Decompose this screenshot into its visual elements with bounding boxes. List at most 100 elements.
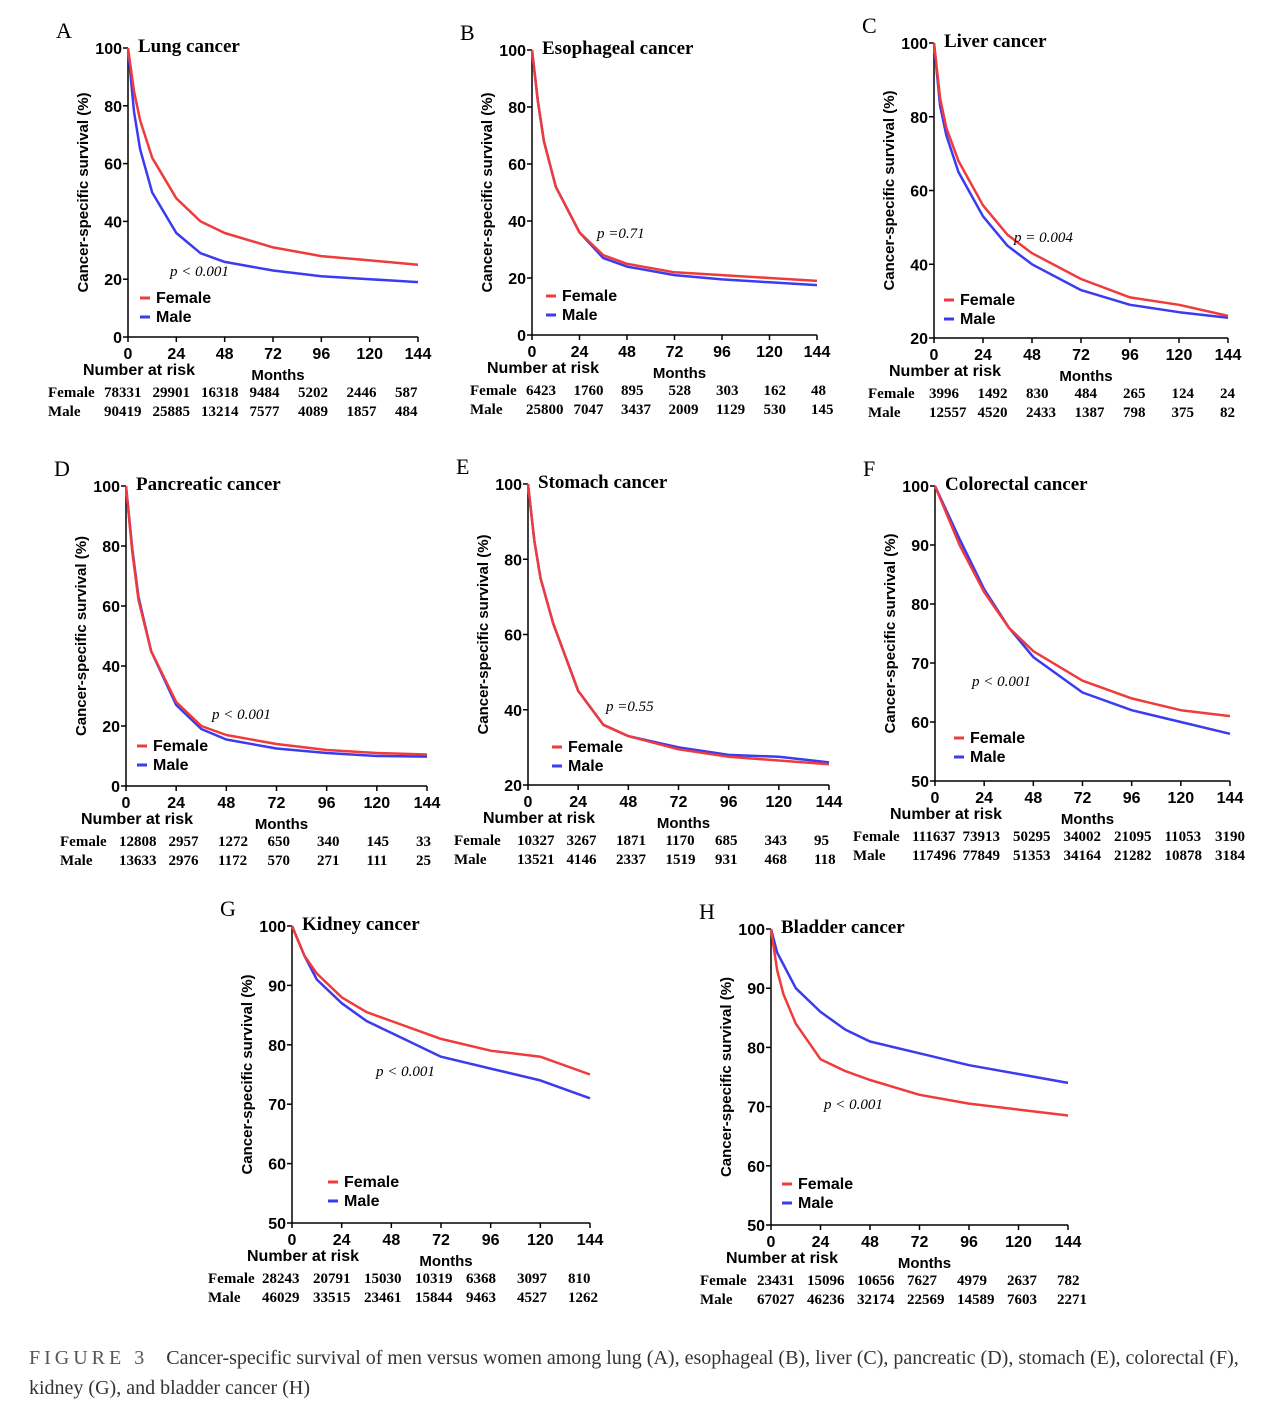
y-tick-label: 80	[268, 1038, 286, 1055]
risk-value: 1170	[666, 833, 695, 849]
legend-item-male: Male	[328, 1193, 380, 1210]
series-line-female	[769, 928, 1069, 1117]
y-tick-label: 80	[911, 597, 929, 614]
x-tick-label: 96	[312, 346, 330, 363]
p-value-annotation: p =0.55	[605, 699, 654, 715]
risk-value: 29901	[153, 385, 191, 401]
y-tick-label: 60	[508, 157, 526, 174]
x-tick-label: 96	[318, 795, 336, 812]
risk-value: 1492	[978, 386, 1008, 402]
risk-value: 118	[814, 852, 836, 868]
caption-text: Cancer-specific survival of men versus w…	[29, 1347, 1239, 1399]
risk-table-header: Number at risk	[83, 362, 195, 379]
legend-item-female: Female	[552, 739, 623, 756]
risk-value: 33	[416, 834, 431, 850]
x-tick-label: 144	[1217, 790, 1244, 807]
risk-value: 6423	[526, 383, 556, 399]
x-tick-label: 0	[931, 790, 940, 807]
x-tick-label: 144	[414, 795, 441, 812]
panel-title: Liver cancer	[944, 31, 1047, 52]
x-tick-label: 0	[124, 346, 133, 363]
risk-value: 1760	[574, 383, 604, 399]
y-tick-label: 20	[504, 778, 522, 795]
y-tick-label: 80	[504, 552, 522, 569]
risk-value: 685	[715, 833, 738, 849]
risk-value: 5202	[298, 385, 328, 401]
risk-row-label-female: Female	[853, 829, 900, 845]
risk-value: 340	[317, 834, 340, 850]
y-tick-label: 80	[910, 110, 928, 127]
panel-g: G Kidney cancer Cancer-specific survival (…	[208, 896, 603, 1306]
risk-value: 82	[1220, 405, 1235, 421]
panel-title: Lung cancer	[138, 36, 240, 57]
panel-a: A Lung cancer Cancer-specific survival (%)…	[48, 18, 431, 420]
risk-value: 21095	[1114, 829, 1152, 845]
series-line-female	[932, 42, 1229, 318]
y-tick-label: 60	[104, 157, 122, 174]
panel-title: Pancreatic cancer	[136, 474, 281, 495]
x-tick-label: 24	[571, 344, 589, 361]
risk-value: 90419	[104, 404, 142, 420]
x-tick-label: 72	[670, 794, 688, 811]
risk-value: 2009	[669, 402, 699, 418]
risk-value: 7577	[250, 404, 281, 420]
x-tick-label: 96	[482, 1232, 500, 1249]
risk-row-label-female: Female	[48, 385, 95, 401]
risk-value: 782	[1057, 1273, 1080, 1289]
x-tick-label: 0	[930, 347, 939, 364]
series-line-female	[933, 485, 1231, 718]
legend-item-female: Female	[954, 730, 1025, 747]
panel-letter: F	[863, 456, 875, 481]
y-tick-label: 60	[747, 1159, 765, 1176]
p-value-annotation: p < 0.001	[971, 674, 1031, 690]
risk-value: 46029	[262, 1290, 300, 1306]
x-tick-label: 0	[767, 1234, 776, 1251]
y-axis-label: Cancer-specific survival (%)	[881, 90, 898, 290]
legend-item-male: Male	[782, 1195, 834, 1212]
y-tick-label: 60	[102, 599, 120, 616]
y-tick-label: 40	[102, 659, 120, 676]
risk-value: 12808	[119, 834, 157, 850]
panel-letter: D	[54, 456, 70, 481]
risk-value: 25	[416, 853, 431, 869]
risk-value: 10327	[517, 833, 555, 849]
legend-item-male: Male	[546, 307, 598, 324]
risk-value: 13521	[517, 852, 555, 868]
x-axis-label: Months	[255, 816, 308, 833]
risk-value: 33515	[313, 1290, 351, 1306]
series-line-female	[126, 47, 419, 267]
panel-b: B Esophageal cancer Cancer-specific surviv…	[460, 20, 834, 418]
x-tick-label: 24	[333, 1232, 351, 1249]
risk-value: 1871	[616, 833, 646, 849]
series-line-female	[124, 485, 428, 756]
legend-item-female: Female	[328, 1174, 399, 1191]
risk-row-label-male: Male	[454, 852, 487, 868]
risk-value: 48	[811, 383, 826, 399]
risk-value: 1262	[568, 1290, 598, 1306]
series-line-male	[769, 928, 1069, 1085]
y-tick-label: 40	[104, 214, 122, 231]
y-tick-label: 0	[517, 328, 526, 345]
series-line-male	[124, 485, 428, 758]
panel-e: E Stomach cancer Cancer-specific survival …	[454, 454, 842, 868]
risk-value: 4146	[567, 852, 598, 868]
x-axis-label: Months	[1059, 368, 1112, 385]
risk-value: 650	[268, 834, 291, 850]
risk-value: 95	[814, 833, 829, 849]
y-tick-label: 0	[113, 330, 122, 347]
y-tick-label: 100	[902, 479, 929, 496]
risk-value: 265	[1123, 386, 1146, 402]
x-tick-label: 96	[713, 344, 731, 361]
risk-value: 4979	[957, 1273, 987, 1289]
x-tick-label: 144	[577, 1232, 604, 1249]
y-tick-label: 40	[910, 257, 928, 274]
x-tick-label: 48	[1024, 790, 1042, 807]
x-axis-label: Months	[1061, 811, 1114, 828]
risk-table-header: Number at risk	[487, 360, 599, 377]
risk-value: 15844	[415, 1290, 453, 1306]
legend-item-female: Female	[944, 292, 1015, 309]
risk-value: 1272	[218, 834, 248, 850]
x-tick-label: 0	[524, 794, 533, 811]
risk-value: 2637	[1007, 1273, 1038, 1289]
x-tick-label: 144	[804, 344, 831, 361]
